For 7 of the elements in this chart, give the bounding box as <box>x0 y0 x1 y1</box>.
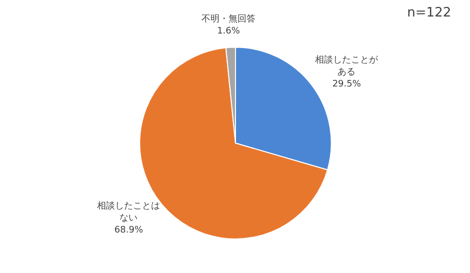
slice-label: 不明・無回答 <box>202 13 256 24</box>
slice-label: 相談したことはない <box>97 200 160 224</box>
data-label: 1.6% <box>217 26 240 36</box>
slice-label: 相談したことがある <box>315 54 380 78</box>
text: n=122 <box>407 6 452 21</box>
data-label: 29.5% <box>332 79 362 90</box>
data-label: 68.9% <box>114 226 144 236</box>
